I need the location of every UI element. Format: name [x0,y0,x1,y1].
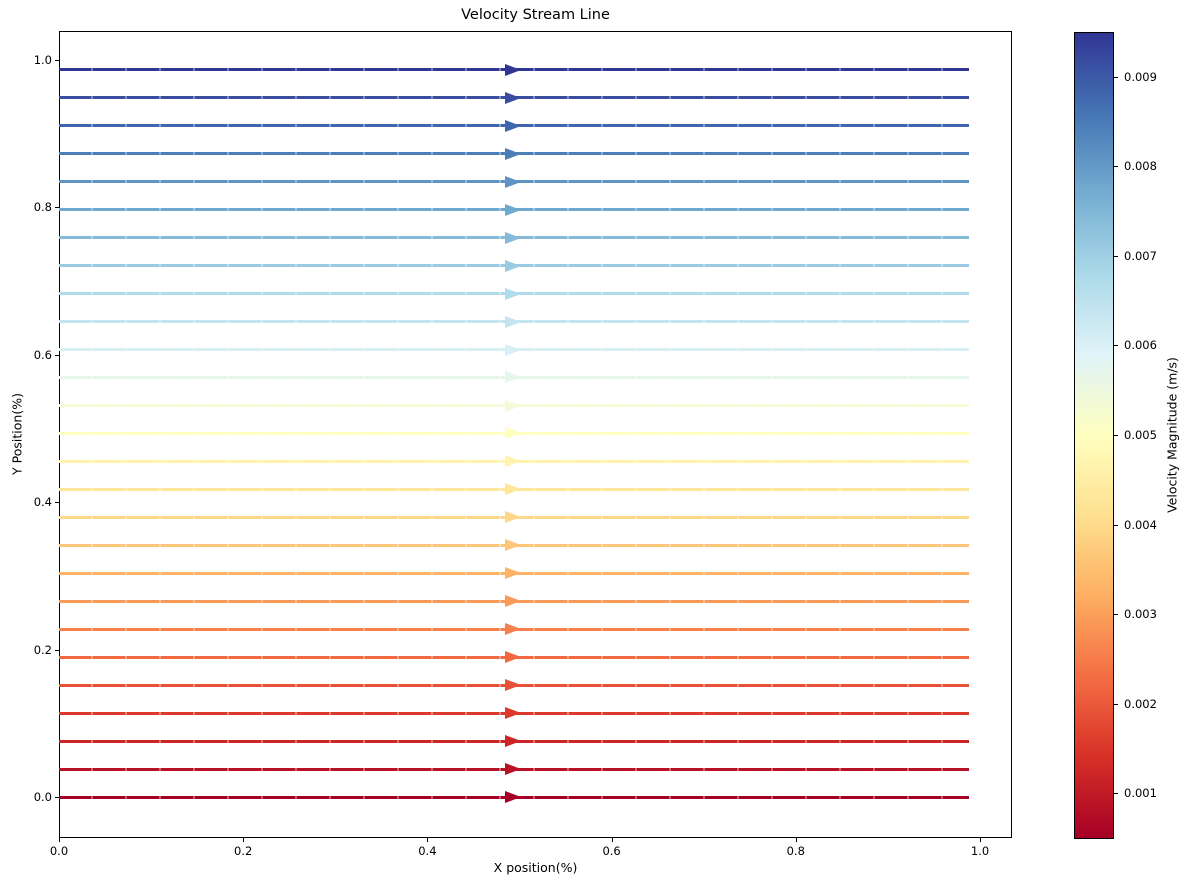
colorbar-tick-label: 0.008 [1124,159,1157,174]
colorbar-tick [1114,435,1118,437]
streamline-arrow-icon [505,707,522,720]
y-tick-label: 1.0 [33,53,52,67]
x-tick-label: 0.0 [49,844,69,858]
streamline-arrow-icon [505,203,522,216]
streamline-arrow-icon [505,735,522,748]
x-tick [611,838,613,842]
streamline-arrow-icon [505,315,522,328]
streamline-arrow-icon [505,343,522,356]
colorbar-tick-label: 0.004 [1124,517,1157,532]
x-tick-label: 0.8 [786,844,805,858]
colorbar-tick-label: 0.006 [1124,338,1157,353]
y-tick [55,797,59,798]
x-tick-label: 1.0 [970,844,990,858]
streamline-arrow-icon [505,371,522,384]
streamline-arrow-icon [505,231,522,244]
streamline-arrow-icon [505,511,522,524]
y-tick [55,502,59,504]
streamline-arrow-icon [505,791,522,803]
colorbar-tick [1114,703,1118,705]
colorbar-tick [1114,166,1118,168]
x-tick-label: 0.6 [602,844,621,858]
colorbar-tick-label: 0.007 [1124,248,1157,263]
streamline-arrow-icon [505,119,522,132]
y-tick-label: 0.8 [33,200,52,215]
streamline-arrow-icon [505,763,522,776]
colorbar-tick-label: 0.001 [1124,786,1157,801]
streamline-arrow-icon [505,287,522,300]
x-tick [243,838,245,842]
y-tick [55,60,59,61]
y-tick-label: 0.0 [33,790,52,804]
colorbar-tick [1114,793,1118,795]
x-tick [427,838,429,842]
x-tick [59,838,60,842]
chart-title: Velocity Stream Line [461,7,610,23]
streamline-arrow-icon [505,63,522,76]
colorbar-label: Velocity Magnitude (m/s) [1164,357,1180,513]
colorbar [1074,32,1114,839]
streamline-arrow-icon [505,427,522,440]
y-tick-label: 0.2 [33,642,52,657]
x-tick-label: 0.4 [418,844,437,858]
streamline-arrow-icon [505,399,522,412]
colorbar-tick [1114,614,1118,616]
colorbar-tick-label: 0.003 [1124,607,1157,622]
x-tick [795,838,797,842]
streamline-arrow-icon [505,147,522,160]
streamline-arrow-icon [505,595,522,608]
streamline-arrow-icon [505,679,522,692]
colorbar-tick-label: 0.009 [1124,69,1157,84]
colorbar-tick [1114,76,1118,78]
y-tick-label: 0.6 [33,347,52,362]
y-tick [55,649,59,651]
streamline-arrow-icon [505,651,522,664]
streamline-arrow-icon [505,567,522,580]
streamline-arrow-icon [505,455,522,468]
y-tick-label: 0.4 [33,495,52,510]
y-tick [55,354,59,356]
colorbar-tick [1114,255,1118,257]
streamline-arrow-icon [505,91,522,104]
streamline-arrow-icon [505,175,522,188]
streamline-arrow-icon [505,259,522,272]
x-tick [980,838,981,842]
streamline-arrow-icon [505,483,522,496]
colorbar-tick-label: 0.002 [1124,696,1157,711]
x-tick-label: 0.2 [234,844,253,858]
colorbar-tick-label: 0.005 [1124,428,1157,443]
y-tick [55,207,59,209]
colorbar-tick [1114,345,1118,347]
y-axis-label: Y Position(%) [9,393,25,475]
x-axis-label: X position(%) [493,860,578,875]
streamline-arrow-icon [505,623,522,636]
streamline-arrow-icon [505,539,522,552]
colorbar-tick [1114,524,1118,526]
